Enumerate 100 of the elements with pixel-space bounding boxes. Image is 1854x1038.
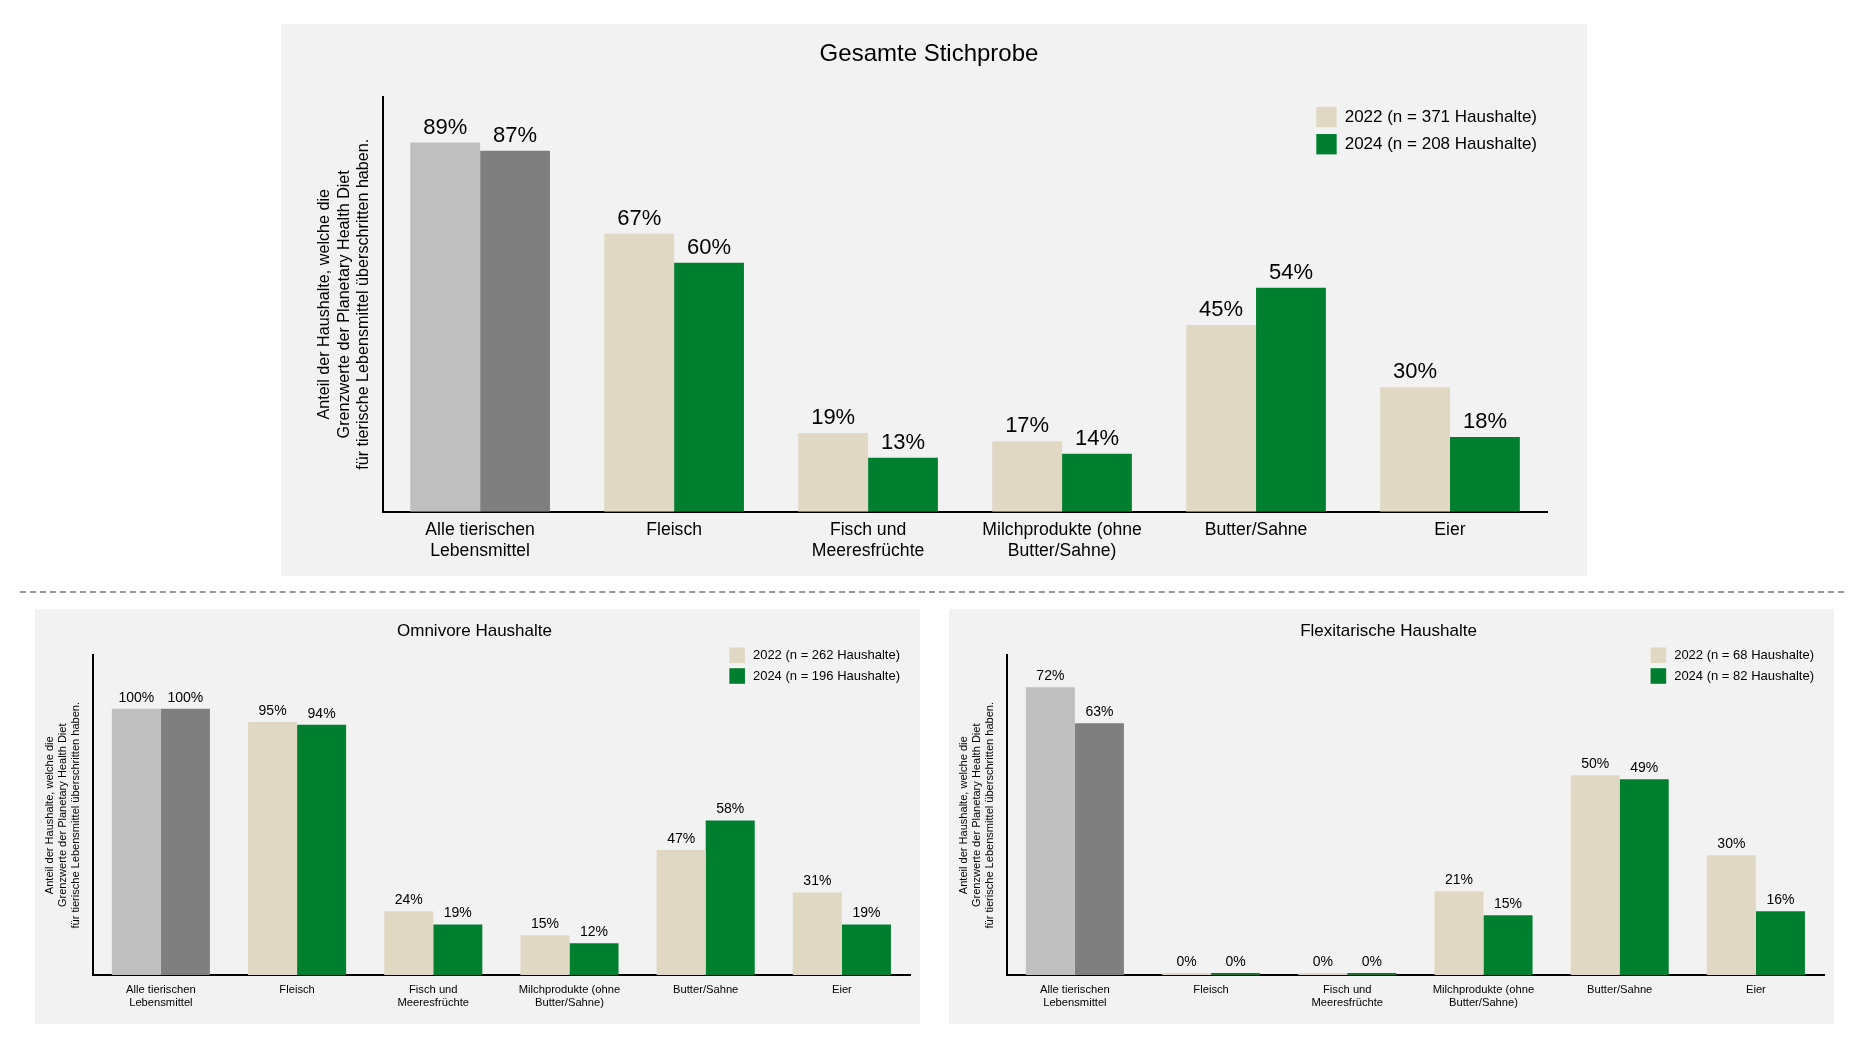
x-tick-label: Fisch und Meeresfrüchte: [397, 982, 470, 1009]
data-label: 95%: [258, 701, 287, 718]
x-tick-label: Milchprodukte (ohne Butter/Sahne): [1432, 982, 1535, 1009]
bar: [1755, 911, 1805, 976]
legend-label: 2022 (n = 68 Haushalte): [1674, 646, 1815, 662]
data-label: 54%: [1268, 258, 1313, 284]
data-label: 58%: [716, 800, 745, 817]
data-label: 18%: [1462, 408, 1507, 434]
bar: [705, 820, 755, 976]
x-tick-label: Butter/Sahne: [673, 982, 739, 995]
x-tick-label: Fleisch: [279, 982, 315, 995]
x-tick-label: Butter/Sahne: [1587, 982, 1653, 995]
x-tick-label: Fleisch: [1193, 982, 1229, 995]
bar: [1380, 387, 1451, 512]
data-label: 0%: [1361, 952, 1382, 969]
bar: [792, 892, 842, 976]
bar: [1256, 287, 1326, 512]
bar: [868, 457, 938, 512]
x-tick-label: Fleisch: [646, 519, 702, 540]
data-label: 45%: [1199, 296, 1244, 322]
data-label: 60%: [687, 233, 732, 259]
data-label: 87%: [493, 121, 538, 147]
x-tick-label: Milchprodukte (ohne Butter/Sahne): [518, 982, 621, 1009]
x-tick-label: Eier: [1745, 982, 1767, 995]
data-label: 63%: [1085, 703, 1114, 720]
bar: [1186, 325, 1257, 512]
data-label: 89%: [423, 113, 468, 139]
y-axis-title: Anteil der Haushalte, welche die Grenzwerte der Planetary Health Diet für tierische Lebensmittel überschritten haben.: [42, 701, 82, 929]
bar: [569, 943, 619, 976]
data-label: 12%: [579, 923, 609, 940]
bar: [798, 432, 869, 512]
bar: [1619, 779, 1669, 976]
data-label: 19%: [443, 904, 472, 921]
data-label: 100%: [118, 688, 155, 705]
data-label: 19%: [811, 403, 856, 429]
data-label: 100%: [167, 688, 204, 705]
legend-label: 2024 (n = 196 Haushalte): [752, 667, 900, 683]
bar: [656, 849, 706, 976]
chart-title: Omnivore Haushalte: [397, 620, 552, 640]
data-label: 14%: [1074, 424, 1119, 450]
data-label: 15%: [1493, 895, 1523, 912]
bar: [841, 924, 891, 976]
x-tick-label: Eier: [1434, 519, 1466, 540]
bar: [1483, 915, 1533, 976]
chart-title: Flexitarische Haushalte: [1300, 620, 1477, 640]
y-axis-title: Anteil der Haushalte, welche die Grenzwerte der Planetary Health Diet für tierische Lebensmittel überschritten haben.: [956, 701, 996, 929]
bar: [480, 150, 550, 512]
data-label: 15%: [530, 915, 559, 932]
bar: [1211, 973, 1261, 976]
x-tick-label: Milchprodukte (ohne Butter/Sahne): [982, 519, 1142, 561]
data-label: 31%: [803, 872, 832, 889]
data-label: 21%: [1444, 871, 1473, 888]
data-label: 0%: [1225, 952, 1246, 969]
bar: [297, 724, 347, 976]
bar: [1450, 437, 1520, 512]
bar: [248, 722, 298, 976]
data-label: 50%: [1581, 755, 1610, 772]
bar: [992, 441, 1063, 512]
x-tick-label: Alle tierischen Lebensmittel: [126, 982, 196, 1009]
legend-label: 2022 (n = 262 Haushalte): [752, 646, 900, 662]
data-label: 30%: [1393, 358, 1438, 384]
bar: [1347, 973, 1397, 976]
data-label: 24%: [394, 891, 423, 908]
x-tick-label: Alle tierischen Lebensmittel: [1040, 982, 1110, 1009]
bar: [410, 142, 481, 512]
x-tick-label: Butter/Sahne: [1204, 519, 1308, 540]
bar: [1570, 775, 1620, 976]
bar: [674, 262, 744, 512]
data-label: 16%: [1766, 891, 1795, 908]
bar: [1074, 723, 1124, 976]
data-label: 0%: [1176, 952, 1197, 969]
bar: [604, 233, 675, 512]
bar: [433, 924, 483, 976]
x-tick-label: Fisch und Meeresfrüchte: [1311, 982, 1384, 1009]
data-label: 17%: [1005, 412, 1050, 438]
data-label: 72%: [1036, 667, 1065, 684]
legend-label: 2024 (n = 208 Haushalte): [1344, 133, 1538, 153]
data-label: 13%: [880, 428, 926, 454]
data-label: 94%: [307, 704, 336, 721]
bar: [160, 708, 210, 976]
bar: [1025, 687, 1075, 976]
data-label: 49%: [1630, 759, 1659, 776]
legend-label: 2024 (n = 82 Haushalte): [1674, 667, 1815, 683]
bar: [520, 935, 570, 976]
x-tick-label: Eier: [831, 982, 853, 995]
data-label: 67%: [617, 204, 662, 230]
data-label: 30%: [1717, 835, 1746, 852]
data-label: 47%: [667, 829, 696, 846]
y-axis-title: Anteil der Haushalte, welche die Grenzwerte der Planetary Health Diet für tierische Lebensmittel überschritten haben.: [314, 138, 371, 470]
x-tick-label: Fisch und Meeresfrüchte: [811, 519, 925, 561]
data-label: 0%: [1312, 952, 1333, 969]
data-label: 19%: [852, 904, 881, 921]
legend-label: 2022 (n = 371 Haushalte): [1344, 106, 1538, 126]
bar: [384, 911, 434, 976]
x-tick-label: Alle tierischen Lebensmittel: [425, 519, 535, 561]
bar: [111, 708, 161, 976]
bar: [1062, 453, 1132, 512]
bar: [1434, 891, 1484, 976]
bar: [1706, 855, 1756, 976]
chart-title: Gesamte Stichprobe: [819, 39, 1039, 67]
